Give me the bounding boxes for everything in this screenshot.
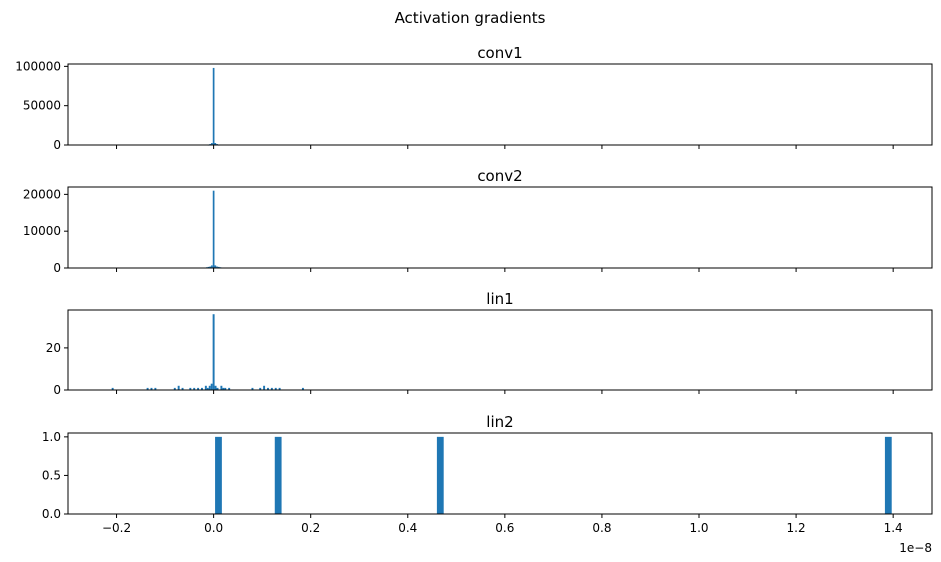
subplot-lin2: lin2 −0.2 0.0 0.2 0.4 0.6 0.8 1.0 1.2 1.4 0.0 0.5 1.… [42,413,933,535]
y-tick-label: 100000 [15,59,61,73]
histogram-bar [270,387,273,390]
y-tick-label: 0.0 [42,507,61,521]
histogram-bar [173,387,176,390]
histogram-bar [212,190,215,268]
histogram-bar [210,383,213,390]
x-tick-label: 0.8 [592,521,611,535]
histogram-bar [197,387,200,390]
histogram-bar [111,387,114,390]
axes-frame [67,186,933,269]
histogram-bar [209,266,212,268]
subplot-title: conv1 [477,44,522,62]
histogram-bar [206,387,209,390]
axes-frame [67,309,933,391]
subplot-title: lin2 [486,413,513,431]
y-tick-label: 0 [53,383,61,397]
subplot-conv2: conv2 0 10000 20000 [23,167,933,275]
histogram-bar [274,387,277,390]
histogram-bar [263,385,266,390]
histogram-bar [884,436,892,514]
histogram-bar [220,385,223,390]
x-tick-label: 0.4 [398,521,417,535]
subplot-conv1: conv1 0 50000 100000 [15,44,933,152]
histogram-bar [212,314,215,390]
histogram-bar [214,385,217,390]
histogram-bar [216,266,218,268]
histogram-bar [214,265,217,268]
x-tick-label: 0.2 [301,521,320,535]
histogram-bar [217,266,220,268]
axes-frame [67,432,933,515]
y-tick-label: 50000 [23,99,61,113]
histogram-bar [200,387,203,390]
subplot-title: lin1 [486,290,513,308]
histogram-bar [181,387,184,390]
histogram-bar [278,387,281,390]
histogram-bar [436,436,444,514]
y-tick-label: 0 [53,138,61,152]
y-tick-label: 1.0 [42,430,61,444]
histogram-bar [267,387,269,390]
y-tick-label: 0.5 [42,468,61,482]
y-tick-label: 0 [53,261,61,275]
histogram-bar [212,67,215,145]
histogram-bar [228,387,231,390]
subplot-lin1: lin1 0 20 [46,290,933,397]
histogram-bar [154,387,157,390]
histogram-bar [207,266,210,268]
axes-frame [67,63,933,146]
x-tick-label: 1.0 [689,521,708,535]
histogram-bar [251,387,254,390]
x-tick-label: 1.2 [787,521,806,535]
histogram-bar [193,387,196,390]
x-tick-label: 0.6 [495,521,514,535]
histogram-bar [150,387,153,390]
x-tick-label: 0.0 [204,521,223,535]
histogram-bar [216,387,219,390]
histogram-bar [177,385,180,390]
x-tick-label: 1.4 [884,521,903,535]
histogram-bar [301,387,304,390]
histogram-bar [189,387,192,390]
y-tick-label: 20000 [23,187,61,201]
x-offset-label: 1e−8 [899,541,932,555]
figure-title: Activation gradients [395,9,546,27]
histogram-bar [214,143,217,145]
histogram-bar [224,387,227,390]
histogram-bar [211,143,213,145]
histogram-bar [215,436,222,514]
histogram-bar [208,385,211,390]
histogram-bar [259,387,262,390]
histogram-bar [204,385,207,390]
histogram-bar [222,387,225,390]
histogram-bar [146,387,149,390]
histogram-bar [211,265,213,268]
y-tick-label: 10000 [23,224,61,238]
histogram-bar [274,436,282,514]
x-tick-label: −0.2 [102,521,131,535]
subplot-title: conv2 [477,167,522,185]
y-tick-label: 20 [46,341,61,355]
subplots: conv1 0 50000 100000 conv2 0 10000 20000 lin1 0 20… [15,44,933,535]
